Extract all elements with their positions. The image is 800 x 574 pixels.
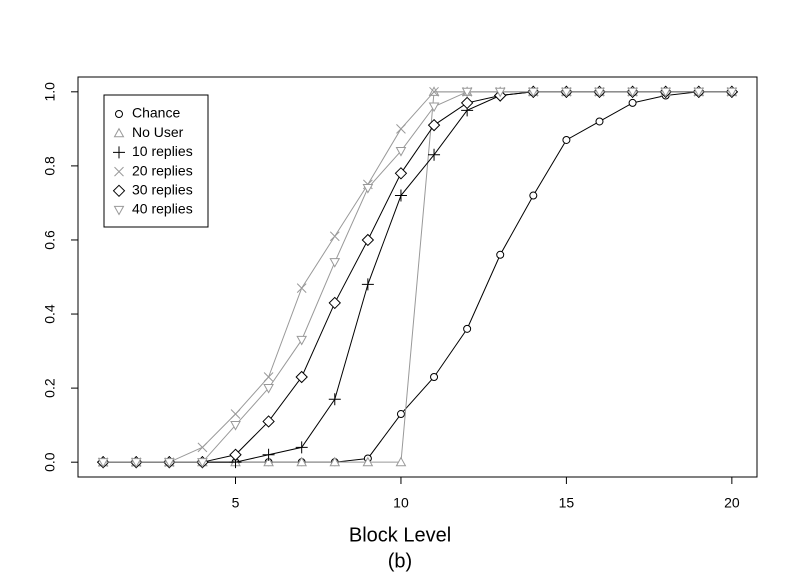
legend-symbol xyxy=(115,110,123,118)
data-point xyxy=(428,148,441,161)
legend-label: 10 replies xyxy=(132,143,193,159)
data-point xyxy=(329,456,341,467)
y-tick-label: 1.0 xyxy=(42,82,58,102)
data-point xyxy=(230,409,241,419)
data-point xyxy=(263,372,274,382)
data-point xyxy=(395,146,407,157)
legend-symbol xyxy=(114,166,124,177)
data-point xyxy=(97,458,109,468)
data-point xyxy=(394,167,408,180)
legend-label: 30 replies xyxy=(132,182,193,198)
data-point xyxy=(396,410,405,419)
x-tick-label: 15 xyxy=(559,495,575,511)
y-tick-label: 0.6 xyxy=(42,230,58,250)
data-point xyxy=(628,98,637,107)
legend-label: 20 replies xyxy=(132,162,193,178)
data-point xyxy=(296,283,307,293)
data-point xyxy=(230,421,241,431)
legend-label: 40 replies xyxy=(132,201,193,217)
data-point xyxy=(296,456,308,467)
y-tick-label: 0.0 xyxy=(42,452,58,472)
legend-box xyxy=(103,94,209,228)
data-point xyxy=(693,87,705,98)
data-point xyxy=(263,456,274,467)
data-point xyxy=(295,370,308,384)
data-point xyxy=(163,458,175,468)
data-point xyxy=(660,87,672,98)
data-point xyxy=(329,258,341,268)
data-point xyxy=(427,118,441,132)
data-point xyxy=(726,87,738,98)
data-point xyxy=(394,189,407,202)
data-point xyxy=(594,87,605,98)
data-point xyxy=(130,458,142,468)
data-point xyxy=(329,231,340,242)
data-point xyxy=(595,117,604,126)
x-tick-label: 10 xyxy=(393,495,409,511)
data-point xyxy=(428,102,440,113)
legend-symbol xyxy=(113,205,125,216)
caption: (b) xyxy=(388,550,412,572)
data-point xyxy=(460,96,474,110)
data-point xyxy=(229,448,242,461)
data-point xyxy=(562,135,571,144)
data-point xyxy=(494,87,506,98)
data-point xyxy=(429,86,439,97)
x-tick-label: 5 xyxy=(232,495,240,511)
data-point xyxy=(263,384,274,394)
data-point xyxy=(328,393,341,406)
data-point xyxy=(561,87,572,98)
data-point xyxy=(295,441,308,454)
y-tick-label: 0.2 xyxy=(42,378,58,398)
data-point xyxy=(197,458,208,468)
data-point xyxy=(627,87,638,98)
data-point xyxy=(396,123,406,134)
data-point xyxy=(461,87,473,98)
y-tick-label: 0.8 xyxy=(42,156,58,176)
data-point xyxy=(463,324,472,333)
y-tick-label: 0.4 xyxy=(42,304,58,324)
data-point xyxy=(527,87,539,98)
legend-symbol xyxy=(112,184,126,198)
legend: Chance No User 10 replies 20 replies 30 repl… xyxy=(103,94,209,228)
series-line xyxy=(103,91,732,463)
data-point xyxy=(197,442,208,453)
data-point xyxy=(496,250,505,259)
legend-label: Chance xyxy=(132,105,180,121)
legend-symbol xyxy=(113,127,125,138)
x-tick-label: 20 xyxy=(724,495,740,511)
data-point xyxy=(395,456,407,467)
data-point xyxy=(328,296,341,310)
data-point xyxy=(361,278,374,291)
data-point xyxy=(362,456,374,467)
legend-label: No User xyxy=(132,124,184,140)
data-point xyxy=(262,448,275,461)
data-point xyxy=(262,415,275,428)
data-point xyxy=(529,191,538,200)
data-point xyxy=(361,233,375,247)
x-axis-title: Block Level xyxy=(349,524,451,546)
data-point xyxy=(296,335,308,346)
legend-symbol xyxy=(113,146,125,159)
plot-frame xyxy=(77,76,758,478)
data-point xyxy=(430,373,439,381)
data-point xyxy=(362,184,374,194)
